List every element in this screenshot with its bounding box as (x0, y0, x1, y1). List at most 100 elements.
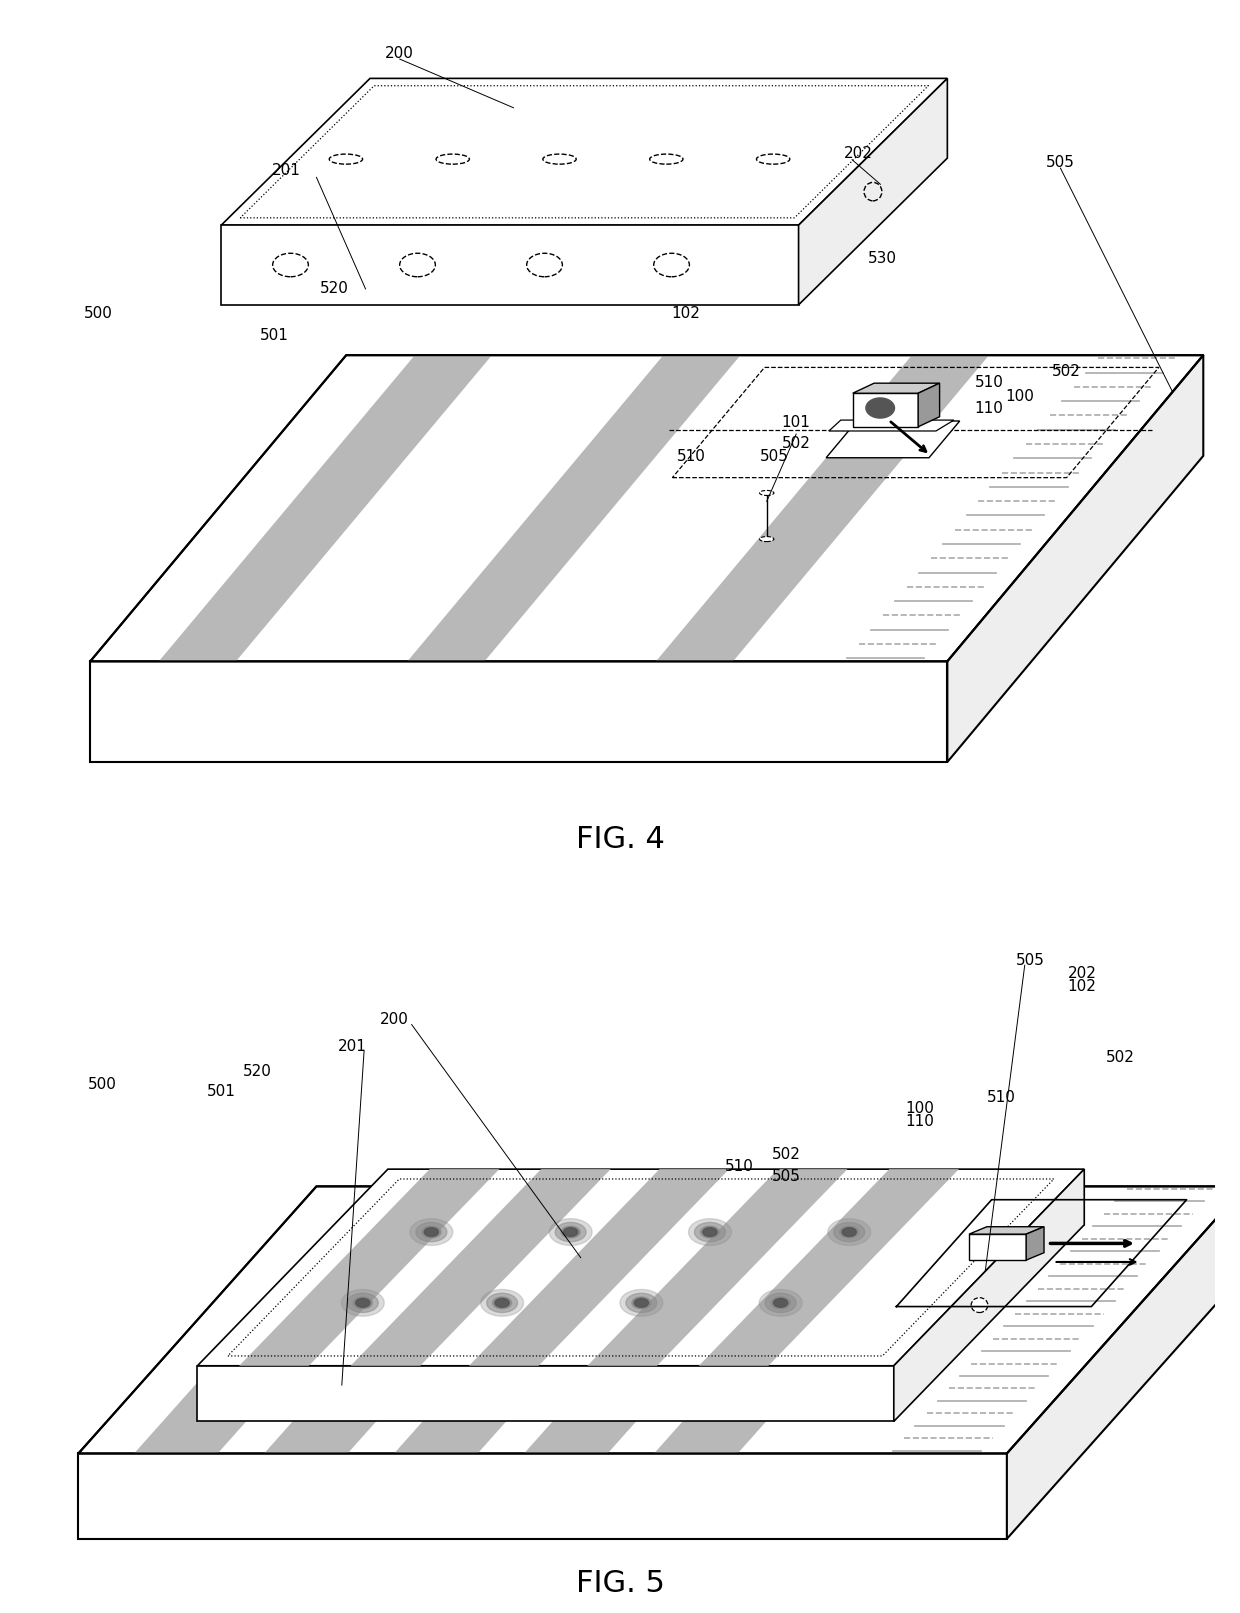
Polygon shape (799, 79, 947, 305)
Text: 505: 505 (1047, 155, 1075, 169)
Circle shape (765, 1294, 796, 1313)
Polygon shape (351, 1169, 611, 1366)
Circle shape (703, 1227, 717, 1237)
Text: 502: 502 (773, 1147, 801, 1161)
Circle shape (424, 1227, 439, 1237)
Polygon shape (1007, 1187, 1240, 1539)
Text: 530: 530 (868, 252, 897, 266)
Text: 202: 202 (843, 147, 873, 161)
Polygon shape (828, 419, 954, 431)
Text: 500: 500 (84, 306, 113, 321)
Polygon shape (221, 79, 947, 226)
Circle shape (347, 1294, 378, 1313)
Polygon shape (968, 1234, 1027, 1260)
Circle shape (833, 1223, 864, 1242)
Polygon shape (525, 1187, 846, 1453)
Polygon shape (853, 384, 940, 394)
Polygon shape (826, 421, 960, 458)
Polygon shape (78, 1187, 1240, 1453)
Text: 505: 505 (760, 448, 789, 465)
Polygon shape (588, 1169, 847, 1366)
Text: 110: 110 (975, 400, 1003, 416)
Circle shape (694, 1223, 725, 1242)
Text: 502: 502 (1052, 365, 1081, 379)
Circle shape (771, 1297, 790, 1308)
Polygon shape (159, 355, 492, 661)
Text: 202: 202 (1068, 966, 1096, 981)
Ellipse shape (738, 1387, 751, 1392)
Circle shape (701, 1226, 719, 1239)
Circle shape (481, 1289, 523, 1316)
Circle shape (356, 1298, 370, 1307)
Text: 510: 510 (724, 1158, 754, 1174)
Circle shape (486, 1294, 517, 1313)
Circle shape (759, 1289, 802, 1316)
Text: FIG. 5: FIG. 5 (575, 1569, 665, 1598)
Polygon shape (918, 384, 940, 427)
Circle shape (866, 398, 894, 418)
Text: 505: 505 (1017, 953, 1045, 968)
Text: 102: 102 (1068, 979, 1096, 994)
Circle shape (341, 1289, 384, 1316)
Text: 510: 510 (677, 448, 706, 465)
Polygon shape (264, 1187, 585, 1453)
Text: 102: 102 (671, 306, 699, 321)
Text: 502: 502 (781, 436, 811, 450)
Polygon shape (197, 1366, 894, 1421)
Polygon shape (408, 355, 740, 661)
Polygon shape (699, 1169, 959, 1366)
Text: 520: 520 (320, 281, 348, 295)
Polygon shape (947, 355, 1203, 761)
Text: 101: 101 (781, 415, 811, 429)
Text: 110: 110 (905, 1115, 935, 1129)
Circle shape (828, 1219, 870, 1245)
Circle shape (774, 1298, 787, 1307)
Circle shape (415, 1223, 446, 1242)
Circle shape (556, 1223, 587, 1242)
Polygon shape (656, 355, 990, 661)
Circle shape (562, 1226, 580, 1239)
Text: 502: 502 (1106, 1050, 1135, 1066)
Circle shape (563, 1227, 578, 1237)
Circle shape (626, 1294, 657, 1313)
Polygon shape (894, 1169, 1084, 1421)
Circle shape (632, 1297, 651, 1308)
Text: 500: 500 (88, 1077, 117, 1092)
Text: 501: 501 (260, 329, 289, 344)
Polygon shape (239, 1169, 500, 1366)
Circle shape (634, 1298, 649, 1307)
Text: 501: 501 (207, 1084, 236, 1098)
Circle shape (410, 1219, 453, 1245)
Circle shape (422, 1226, 441, 1239)
Polygon shape (1027, 1227, 1044, 1260)
Circle shape (842, 1227, 857, 1237)
Text: 201: 201 (337, 1039, 367, 1053)
Circle shape (839, 1226, 859, 1239)
Polygon shape (469, 1169, 729, 1366)
Circle shape (549, 1219, 591, 1245)
Circle shape (492, 1297, 512, 1308)
Polygon shape (221, 226, 799, 305)
Ellipse shape (971, 1298, 988, 1313)
Polygon shape (78, 1453, 1007, 1539)
Circle shape (353, 1297, 372, 1308)
Circle shape (688, 1219, 732, 1245)
Text: 520: 520 (243, 1065, 272, 1079)
Circle shape (495, 1298, 510, 1307)
Text: 510: 510 (975, 376, 1003, 390)
Text: 100: 100 (1006, 389, 1034, 403)
Polygon shape (91, 661, 947, 761)
Polygon shape (653, 1187, 976, 1453)
Ellipse shape (738, 1350, 751, 1355)
Text: 505: 505 (773, 1169, 801, 1184)
Text: 100: 100 (905, 1102, 935, 1116)
Text: 201: 201 (273, 163, 301, 177)
Ellipse shape (760, 537, 774, 542)
Polygon shape (394, 1187, 715, 1453)
Circle shape (620, 1289, 663, 1316)
Text: 510: 510 (987, 1090, 1016, 1105)
Polygon shape (853, 394, 918, 427)
Polygon shape (91, 355, 1203, 661)
Polygon shape (134, 1187, 456, 1453)
Text: FIG. 4: FIG. 4 (575, 824, 665, 853)
